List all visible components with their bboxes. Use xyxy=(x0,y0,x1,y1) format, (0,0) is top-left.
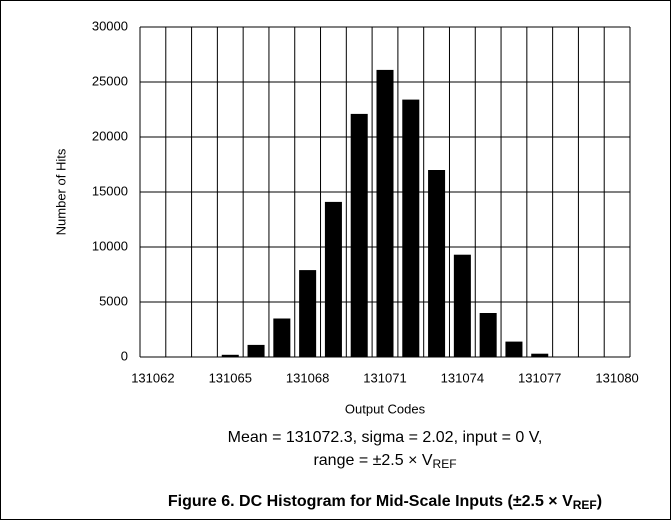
bar xyxy=(505,341,523,357)
x-tick-label: 131074 xyxy=(441,370,484,385)
caption: Figure 6. DC Histogram for Mid-Scale Inp… xyxy=(168,493,602,512)
bar xyxy=(299,270,317,357)
y-tick-label: 10000 xyxy=(92,238,128,253)
x-tick-label: 131062 xyxy=(131,370,174,385)
bar xyxy=(376,69,394,358)
bar xyxy=(247,344,265,357)
x-tick-label: 131065 xyxy=(209,370,252,385)
annotation: range = ±2.5 × VREF xyxy=(313,452,456,471)
bar xyxy=(479,313,497,357)
bar xyxy=(350,113,368,358)
bar xyxy=(531,353,549,357)
x-tick-label: 131077 xyxy=(518,370,561,385)
caption-sub: REF xyxy=(573,498,597,512)
y-tick-label: 15000 xyxy=(92,183,128,198)
annotation-sub: REF xyxy=(433,457,457,471)
y-axis-label: Number of Hits xyxy=(53,148,68,235)
y-tick-label: 30000 xyxy=(92,18,128,33)
y-tick-label: 5000 xyxy=(99,293,128,308)
bar xyxy=(324,201,342,357)
y-tick-label: 25000 xyxy=(92,73,128,88)
x-tick-label: 131071 xyxy=(363,370,406,385)
bar xyxy=(402,99,420,357)
caption-text: Figure 6. DC Histogram for Mid-Scale Inp… xyxy=(168,493,573,510)
annotation-text: range = ±2.5 × V xyxy=(313,452,432,469)
x-axis-label: Output Codes xyxy=(345,401,426,416)
bar xyxy=(428,170,446,357)
y-tick-label: 0 xyxy=(121,348,128,363)
caption-end: ) xyxy=(597,493,602,510)
y-tick-label: 20000 xyxy=(92,128,128,143)
bar xyxy=(453,254,471,357)
annotation: Mean = 131072.3, sigma = 2.02, input = 0… xyxy=(228,429,543,446)
bar xyxy=(273,318,291,357)
x-tick-label: 131080 xyxy=(595,370,638,385)
bar xyxy=(221,354,239,357)
x-tick-label: 131068 xyxy=(286,370,329,385)
